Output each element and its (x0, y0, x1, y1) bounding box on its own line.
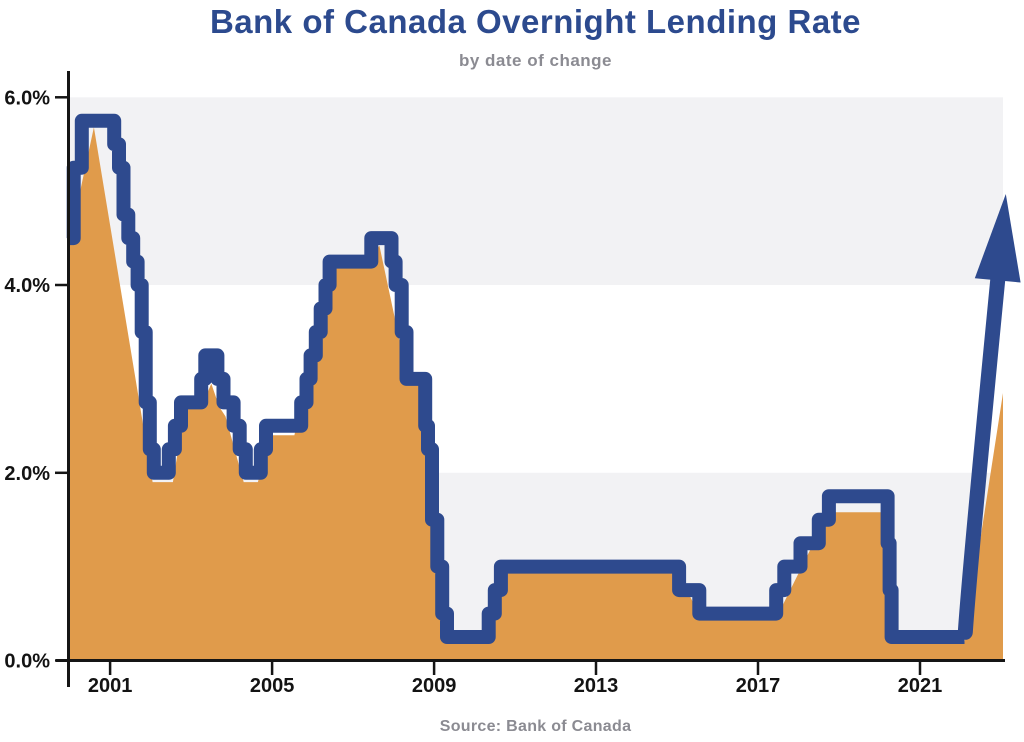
y-tick-label: 4.0% (4, 275, 50, 297)
y-tick-label: 0.0% (4, 651, 50, 673)
chart-subtitle: by date of change (458, 51, 613, 70)
grid-band (68, 97, 1003, 285)
y-tick-label: 6.0% (4, 87, 50, 109)
rate-line (66, 113, 965, 644)
rate-area (68, 127, 1003, 662)
x-tick-label: 2005 (250, 675, 295, 697)
x-tick-label: 2017 (736, 675, 781, 697)
y-tick-label: 2.0% (4, 463, 50, 485)
x-tick-label: 2021 (898, 675, 943, 697)
chart-title: Bank of Canada Overnight Lending Rate (209, 3, 862, 40)
x-tick-label: 2009 (412, 675, 457, 697)
arrow-head (974, 194, 1021, 283)
x-tick-label: 2001 (88, 675, 133, 697)
source-note: Source: Bank of Canada (439, 718, 632, 735)
x-tick-label: 2013 (574, 675, 619, 697)
arrow-shaft (957, 272, 1006, 640)
